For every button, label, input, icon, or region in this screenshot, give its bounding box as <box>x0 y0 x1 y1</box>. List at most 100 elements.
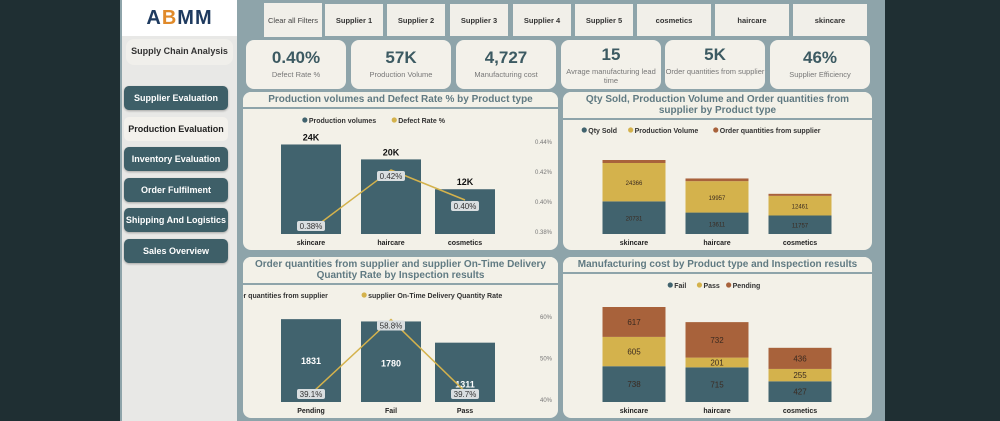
chart-svg: Production volumes Defect Rate % 24K skinca… <box>281 117 553 247</box>
segment-label: 617 <box>627 318 641 327</box>
kpi-value: 0.40% <box>271 48 321 67</box>
line-label: 39.7% <box>454 390 477 399</box>
filter-supplier-2[interactable]: Supplier 2 <box>387 4 445 36</box>
bar-label: 1311 <box>455 380 475 390</box>
chart-orders-ontime-rate: Order quantities from supplier and suppl… <box>243 257 558 418</box>
nav-sales-overview[interactable]: Sales Overview <box>124 239 228 263</box>
bar-segment-cosmetics[interactable] <box>768 195 832 216</box>
kpi-supplier-efficiency: 46% Supplier Efficiency <box>770 40 870 89</box>
dashboard: A B MM Supply Chain Analysis Supplier Eval… <box>120 0 885 421</box>
chart-title: Manufacturing cost by Product type and I… <box>563 257 872 274</box>
bar-segment-cosmetics[interactable] <box>768 368 832 382</box>
bar-segment-skincare[interactable] <box>602 160 666 163</box>
line-label: 0.40% <box>454 202 477 211</box>
legend-label: Qty Sold <box>588 128 617 135</box>
bar-segment-haircare[interactable] <box>685 367 749 402</box>
legend-label: Order quantities from supplier <box>243 293 328 300</box>
legend-label: supplier On-Time Delivery Quantity Rate <box>368 293 502 300</box>
bar-segment-skincare[interactable] <box>602 366 666 402</box>
axis-tick: 0.38% <box>535 230 553 236</box>
bar-segment-skincare[interactable] <box>602 162 666 202</box>
nav-supplier-evaluation[interactable]: Supplier Evaluation <box>124 86 228 110</box>
kpi-label: Avrage manufacturing lead time <box>566 67 656 85</box>
axis-tick: 0.40% <box>535 200 553 206</box>
chart-qty-production-orders: Qty Sold, Production Volume and Order qu… <box>563 92 872 250</box>
filter-cosmetics[interactable]: cosmetics <box>637 4 711 36</box>
segment-label: 12461 <box>792 205 809 211</box>
kpi-label: Production Volume <box>369 70 433 79</box>
segment-label: 605 <box>627 348 641 357</box>
kpi-label: Defect Rate % <box>271 70 321 79</box>
segment-label: 13611 <box>709 222 726 228</box>
category-label: haircare <box>377 240 404 247</box>
line-label-box <box>297 389 325 399</box>
kpi-label: Supplier Efficiency <box>789 70 851 79</box>
category-label: cosmetics <box>783 408 817 415</box>
kpi-defect-rate: 0.40% Defect Rate % <box>246 40 346 89</box>
legend-label: Pending <box>733 283 761 290</box>
bar-segment-cosmetics[interactable] <box>768 193 832 196</box>
legend-marker <box>696 282 703 288</box>
segment-label: 24366 <box>626 181 643 187</box>
chart-title: Order quantities from supplier and suppl… <box>243 257 558 285</box>
line-label-box <box>377 320 405 331</box>
kpi-value: 46% <box>802 48 838 67</box>
legend-marker <box>581 127 587 133</box>
sidebar: A B MM Supply Chain Analysis Supplier Eval… <box>122 0 237 421</box>
filter-haircare[interactable]: haircare <box>715 4 789 36</box>
category-label: cosmetics <box>783 240 817 247</box>
axis-tick: 60% <box>540 315 553 321</box>
bar-segment-haircare[interactable] <box>685 212 749 234</box>
bar-skincare[interactable] <box>281 144 341 234</box>
segment-label: 11757 <box>792 224 809 230</box>
bar-segment-skincare[interactable] <box>602 307 666 337</box>
bar-label: 12K <box>457 177 474 187</box>
bar-label: 20K <box>383 147 400 157</box>
legend-marker <box>361 292 367 298</box>
axis-tick: 0.42% <box>535 170 553 176</box>
bar-segment-haircare[interactable] <box>685 322 749 358</box>
bar-label: 1831 <box>301 356 321 366</box>
segment-label: 715 <box>710 381 724 390</box>
filter-supplier-4[interactable]: Supplier 4 <box>513 4 571 36</box>
bar-Fail[interactable] <box>361 321 421 402</box>
bar-label: 1780 <box>381 358 401 368</box>
bar-segment-haircare[interactable] <box>685 181 749 213</box>
line-series <box>310 318 466 395</box>
nav-shipping-logistics[interactable]: Shipping And Logistics <box>124 208 228 232</box>
chart-title: Production volumes and Defect Rate % by … <box>243 92 558 109</box>
line-label: 58.8% <box>380 322 403 331</box>
bar-segment-cosmetics[interactable] <box>768 215 832 234</box>
filter-supplier-1[interactable]: Supplier 1 <box>325 4 383 36</box>
filter-supplier-3[interactable]: Supplier 3 <box>450 4 508 36</box>
nav-inventory-evaluation[interactable]: Inventory Evaluation <box>124 147 228 171</box>
clear-filters-button[interactable]: Clear all Filters <box>264 3 322 37</box>
bar-segment-cosmetics[interactable] <box>768 347 832 369</box>
chart-svg: Order quantities from supplier supplier O… <box>243 292 553 415</box>
filter-supplier-5[interactable]: Supplier 5 <box>575 4 633 36</box>
category-label: Pass <box>457 408 473 415</box>
filter-skincare[interactable]: skincare <box>793 4 867 36</box>
category-label: skincare <box>620 240 649 247</box>
category-label: skincare <box>297 240 326 247</box>
segment-label: 20731 <box>626 217 643 223</box>
chart-manufacturing-cost: Manufacturing cost by Product type and I… <box>563 257 872 418</box>
bar-segment-haircare[interactable] <box>685 178 749 182</box>
bar-segment-cosmetics[interactable] <box>768 381 832 402</box>
bar-cosmetics[interactable] <box>435 189 495 234</box>
category-label: haircare <box>703 240 730 247</box>
bar-segment-skincare[interactable] <box>602 336 666 367</box>
logo: A B MM <box>122 0 237 36</box>
nav-production-evaluation[interactable]: Production Evaluation <box>124 117 228 141</box>
segment-label: 201 <box>710 358 724 367</box>
nav-order-fulfilment[interactable]: Order Fulfilment <box>124 178 228 202</box>
bar-Pending[interactable] <box>281 319 341 402</box>
category-label: skincare <box>620 408 649 415</box>
bar-segment-skincare[interactable] <box>602 201 666 234</box>
kpi-value: 4,727 <box>484 48 528 67</box>
line-label: 39.1% <box>300 390 323 399</box>
bar-segment-haircare[interactable] <box>685 357 749 368</box>
segment-label: 738 <box>627 380 641 389</box>
legend-label: Fail <box>674 283 686 290</box>
legend-marker <box>713 127 719 133</box>
